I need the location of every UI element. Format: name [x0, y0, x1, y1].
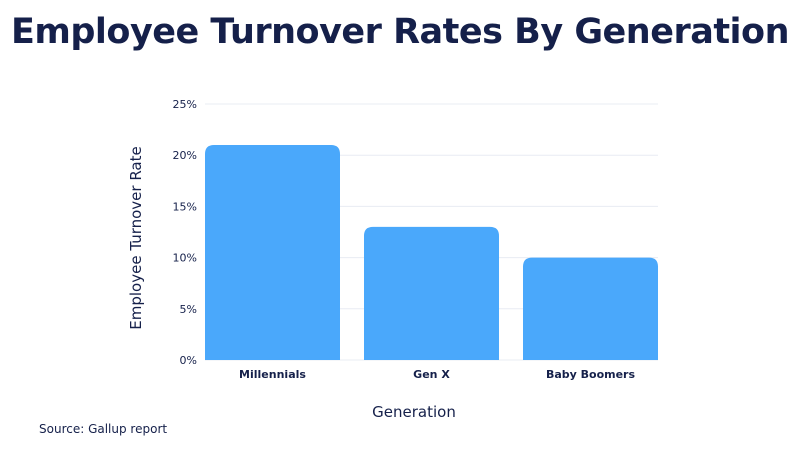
- bar-gen-x: [364, 226, 499, 360]
- bar-baby-boomers: [523, 257, 658, 360]
- chart-title: Employee Turnover Rates By Generation: [10, 12, 790, 52]
- bars: [205, 144, 658, 360]
- y-tick-label: 15%: [173, 200, 197, 213]
- x-axis-ticks: Millennials Gen X Baby Boomers: [239, 368, 635, 381]
- bar-millennials: [205, 144, 340, 360]
- x-tick-label: Baby Boomers: [546, 368, 636, 381]
- y-tick-label: 0%: [180, 354, 197, 367]
- y-axis-label: Employee Turnover Rate: [127, 146, 145, 329]
- x-axis-label: Generation: [372, 403, 456, 421]
- y-tick-label: 20%: [173, 149, 197, 162]
- x-tick-label: Millennials: [239, 368, 306, 381]
- y-axis-ticks: 0% 5% 10% 15% 20% 25%: [173, 98, 197, 367]
- x-tick-label: Gen X: [413, 368, 450, 381]
- y-tick-label: 5%: [180, 303, 197, 316]
- source-note: Source: Gallup report: [39, 422, 168, 436]
- y-tick-label: 25%: [173, 98, 197, 111]
- y-tick-label: 10%: [173, 252, 197, 265]
